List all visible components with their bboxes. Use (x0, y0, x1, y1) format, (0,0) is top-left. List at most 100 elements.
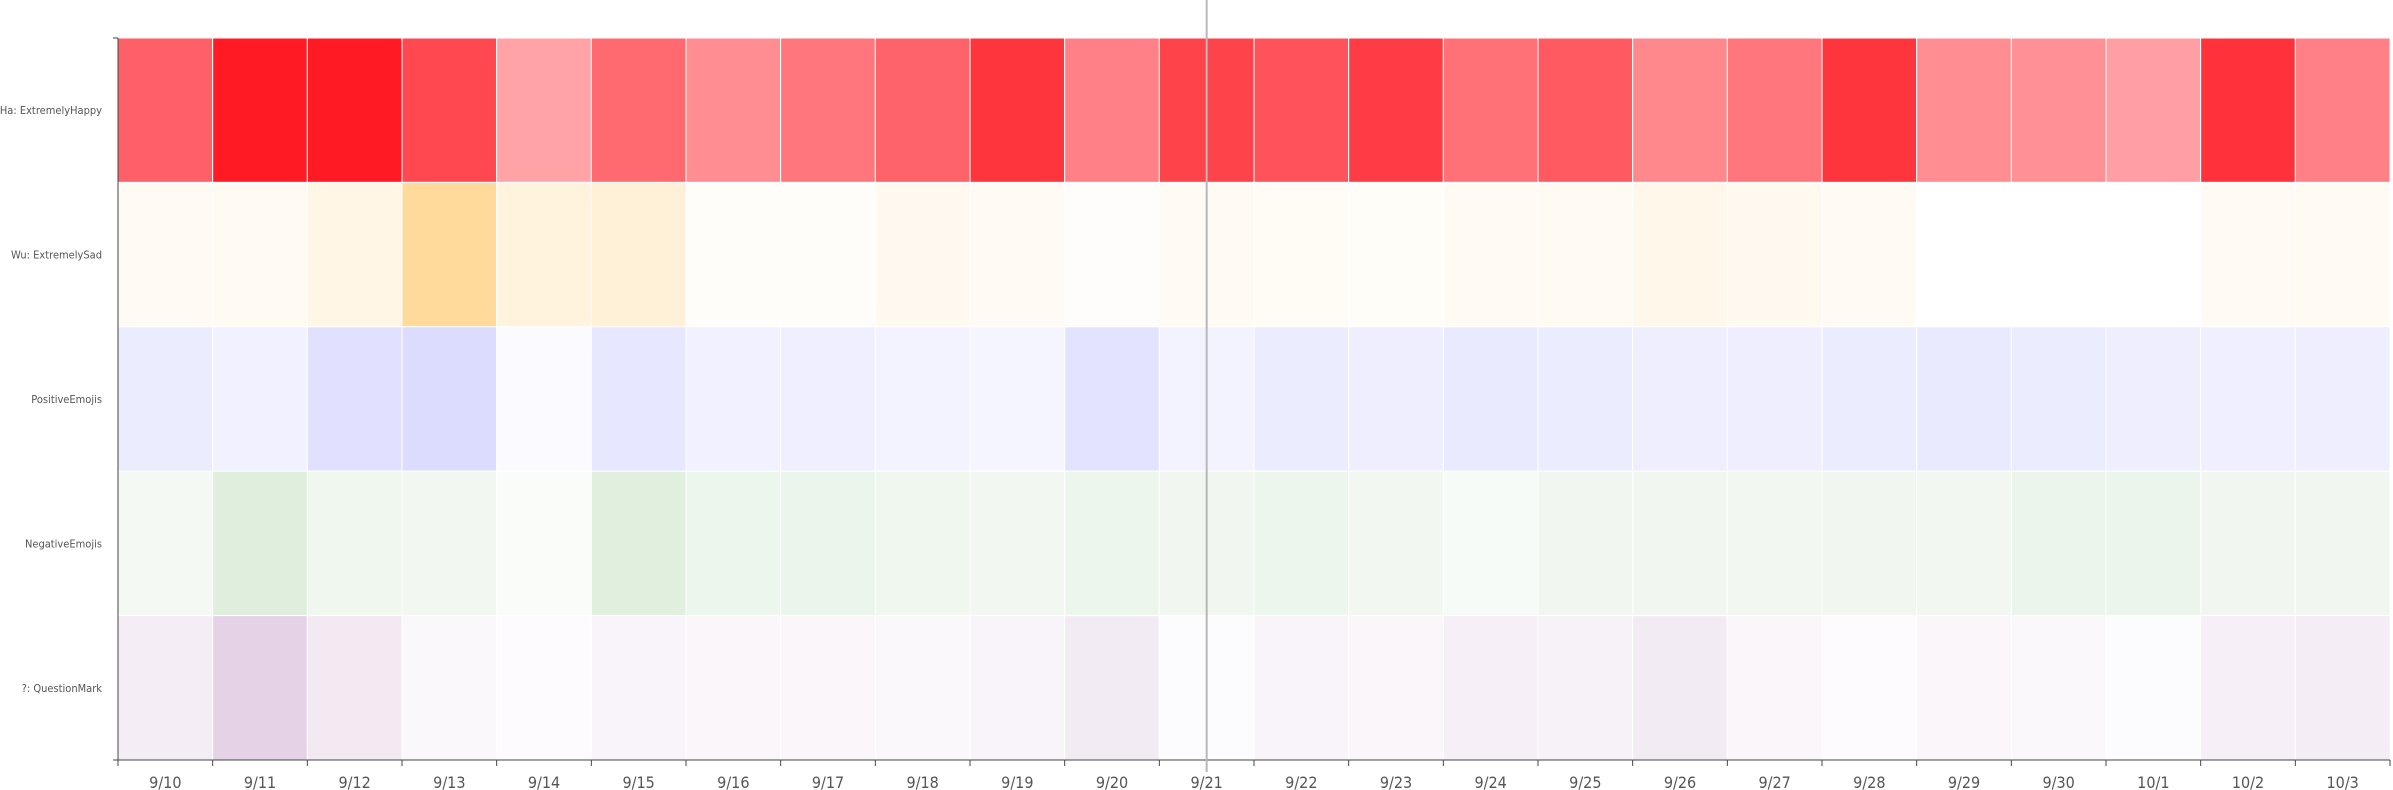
heatmap-cell (2105, 37, 2202, 183)
heatmap-cell (1064, 615, 1160, 761)
heatmap-cell (2200, 326, 2296, 472)
heatmap-cell (590, 326, 687, 472)
axes (113, 37, 2391, 766)
heatmap-cell (117, 326, 214, 472)
heatmap-cell (2200, 615, 2296, 761)
heatmap-cell (1916, 326, 2012, 472)
heatmap-cell (685, 470, 782, 617)
heatmap-cell (1916, 470, 2012, 617)
heatmap-cell (401, 37, 498, 183)
heatmap-cell (685, 181, 782, 328)
heatmap-cell (496, 326, 592, 472)
column-label: 9/16 (717, 773, 749, 790)
heatmap-cell (590, 470, 687, 617)
heatmap-cell (1253, 470, 1350, 617)
column-label: 9/23 (1380, 773, 1412, 790)
heatmap-cell (401, 615, 498, 761)
heatmap-cell (2294, 181, 2391, 328)
heatmap-cell (2294, 615, 2391, 761)
heatmap-cell (2294, 470, 2391, 617)
heatmap-cell (1537, 470, 1634, 617)
heatmap-cell (1348, 470, 1444, 617)
column-label: 9/12 (339, 773, 371, 790)
heatmap-cell (496, 615, 592, 761)
row-label: Wu: ExtremelySad (11, 249, 102, 262)
heatmap-cell (306, 181, 403, 328)
column-label: 9/14 (528, 773, 560, 790)
heatmap-cell (1442, 615, 1539, 761)
heatmap-cell (1064, 326, 1160, 472)
column-label: 10/2 (2232, 773, 2264, 790)
heatmap-cell (969, 470, 1066, 617)
heatmap-cell (590, 181, 687, 328)
heatmap-cell (117, 615, 214, 761)
heatmap-cell (1632, 326, 1728, 472)
heatmap-cell (590, 37, 687, 183)
heatmap-cell (212, 470, 308, 617)
heatmap-cell (2010, 181, 2107, 328)
heatmap-cell (2010, 37, 2107, 183)
heatmap-cell (780, 326, 876, 472)
heatmap-cell (874, 326, 971, 472)
heatmap-cell (1253, 615, 1350, 761)
heatmap-cell (1726, 37, 1823, 183)
heatmap-cell (401, 470, 498, 617)
heatmap-cell (1537, 326, 1634, 472)
column-label: 9/27 (1759, 773, 1791, 790)
heatmap-cell (780, 181, 876, 328)
heatmap-cell (1253, 326, 1350, 472)
heatmap-cell (1632, 615, 1728, 761)
column-label: 9/13 (433, 773, 465, 790)
column-label: 9/17 (812, 773, 844, 790)
heatmap-cell (1726, 470, 1823, 617)
heatmap-cell (1064, 181, 1160, 328)
heatmap-cell (401, 326, 498, 472)
heatmap-cell (496, 181, 592, 328)
row-label: ?: QuestionMark (22, 682, 103, 695)
heatmap-cell (401, 181, 498, 328)
column-label: 9/20 (1096, 773, 1128, 790)
heatmap-cell (212, 326, 308, 472)
heatmap-cell (306, 615, 403, 761)
column-label: 9/30 (2043, 773, 2075, 790)
row-label: PositiveEmojis (31, 393, 102, 406)
heatmap-cells (117, 37, 2391, 761)
heatmap-cell (2105, 181, 2202, 328)
heatmap-cell (1537, 181, 1634, 328)
heatmap-cell (2010, 470, 2107, 617)
heatmap-cell (1632, 181, 1728, 328)
heatmap-cell (780, 615, 876, 761)
heatmap-cell (2105, 470, 2202, 617)
heatmap-cell (496, 470, 592, 617)
row-labels: Ha: ExtremelyHappy Wu: ExtremelySad Positi… (0, 104, 102, 695)
heatmap-cell (1821, 615, 1918, 761)
heatmap-cell (212, 181, 308, 328)
column-label: 9/21 (1191, 773, 1223, 790)
heatmap-cell (874, 470, 971, 617)
heatmap-cell (969, 326, 1066, 472)
heatmap-cell (1348, 37, 1444, 183)
heatmap-cell (2105, 615, 2202, 761)
heatmap-cell (780, 470, 876, 617)
heatmap-cell (306, 470, 403, 617)
heatmap-cell (1442, 181, 1539, 328)
heatmap-cell (2294, 37, 2391, 183)
heatmap-cell (117, 470, 214, 617)
heatmap-cell (1726, 181, 1823, 328)
column-label: 10/3 (2327, 773, 2359, 790)
heatmap-cell (1916, 615, 2012, 761)
column-label: 9/28 (1853, 773, 1885, 790)
heatmap-cell (685, 37, 782, 183)
column-label: 9/15 (623, 773, 655, 790)
heatmap-cell (1726, 615, 1823, 761)
heatmap-cell (1253, 37, 1350, 183)
heatmap-cell (780, 37, 876, 183)
heatmap-cell (2010, 326, 2107, 472)
column-label: 9/26 (1664, 773, 1696, 790)
heatmap-cell (1632, 37, 1728, 183)
heatmap-cell (1348, 181, 1444, 328)
heatmap-cell (1726, 326, 1823, 472)
row-label: NegativeEmojis (25, 537, 102, 550)
heatmap-cell (1442, 37, 1539, 183)
heatmap-cell (2294, 326, 2391, 472)
